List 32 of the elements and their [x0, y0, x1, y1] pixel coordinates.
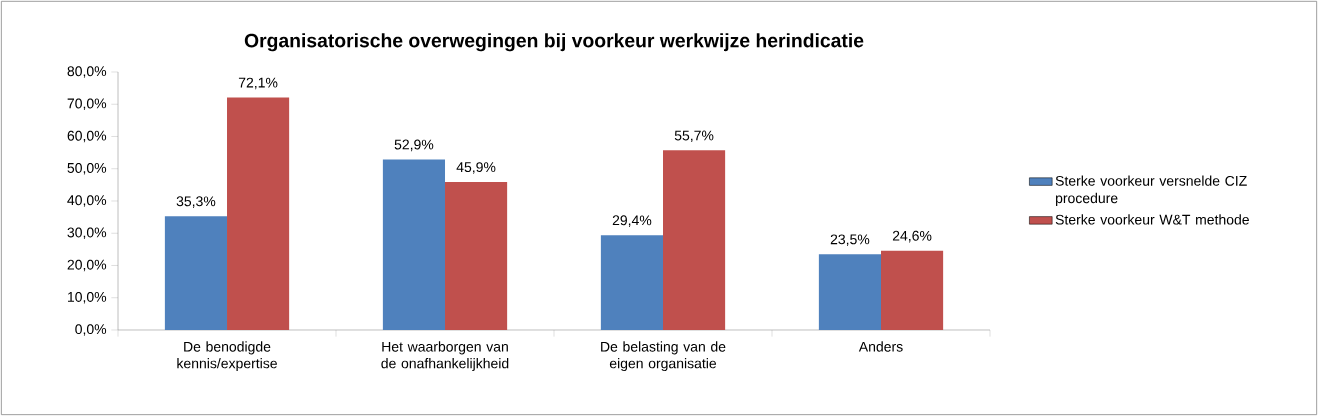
legend-label: Sterke voorkeur versnelde CIZ procedure — [1055, 175, 1247, 206]
data-label: 45,9% — [456, 162, 496, 174]
data-label: 24,6% — [892, 230, 932, 243]
y-tick-label: 10,0% — [68, 291, 107, 304]
y-tick-label: 40,0% — [67, 195, 107, 207]
data-label: 29,4% — [612, 215, 652, 227]
legend-label: Sterke voorkeur W&T methode — [1055, 214, 1249, 225]
y-tick-label: 80,0% — [67, 66, 107, 78]
data-label: 52,9% — [394, 139, 434, 152]
y-tick-label: 0,0% — [75, 324, 107, 336]
x-tick-label: De benodigde kennis/expertise — [177, 341, 277, 372]
y-tick-label: 30,0% — [67, 227, 107, 240]
y-tick-label: 50,0% — [67, 162, 107, 175]
bar — [445, 181, 508, 330]
x-tick-label: Anders — [858, 341, 903, 352]
bar — [382, 159, 446, 330]
data-label: 55,7% — [674, 130, 714, 143]
x-tick-label: Het waarborgen van de onafhankelijkheid — [381, 341, 509, 372]
data-label: 35,3% — [176, 196, 216, 208]
x-tick-label: De belasting van de eigen organisatie — [601, 341, 726, 372]
data-label: 72,1% — [238, 77, 278, 90]
y-tick-label: 70,0% — [67, 98, 107, 111]
bar — [881, 250, 944, 330]
y-tick-label: 60,0% — [67, 130, 107, 143]
chart-title: Organisatorische overwegingen bij voorkeur werkwijze herindicatie — [244, 33, 864, 52]
bar — [818, 254, 881, 330]
bar — [164, 216, 228, 330]
y-tick-label: 20,0% — [67, 259, 107, 272]
bar — [663, 150, 726, 330]
bar — [600, 235, 664, 330]
data-label: 23,5% — [830, 234, 870, 246]
bar — [227, 97, 290, 330]
